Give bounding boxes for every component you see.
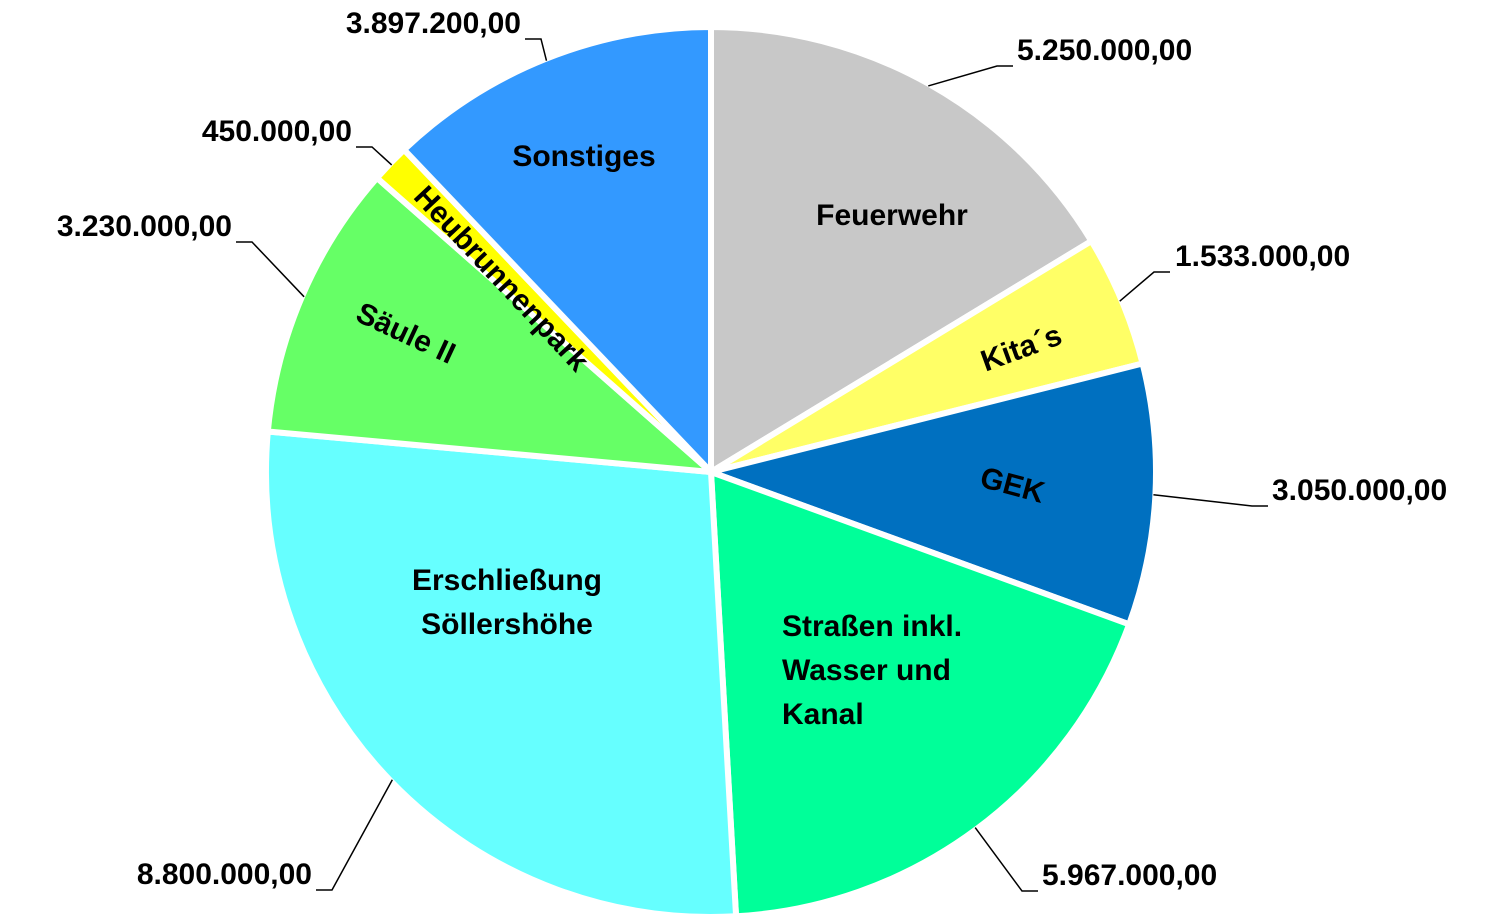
slice-label: Feuerwehr (816, 199, 968, 232)
leader-line (928, 65, 1013, 87)
leader-line (236, 241, 305, 298)
pie-slice (708, 24, 1095, 475)
leader-line (525, 38, 548, 61)
value-label: 1.533.000,00 (1175, 240, 1350, 273)
value-label: 5.250.000,00 (1017, 34, 1192, 67)
pie-slice (264, 174, 714, 475)
slice-label: Sonstiges (512, 140, 655, 173)
value-label: 5.967.000,00 (1042, 859, 1217, 892)
value-label: 3.897.200,00 (346, 7, 521, 40)
leader-line (1119, 271, 1170, 302)
leader-line (974, 827, 1038, 892)
slice-label: Straßen inkl. Wasser und Kanal (782, 610, 962, 731)
value-label: 3.050.000,00 (1272, 474, 1447, 507)
leader-line (356, 146, 393, 166)
value-label: 3.230.000,00 (57, 210, 232, 243)
slice-label: Erschließung Söllershöhe (412, 564, 602, 641)
leader-line (1153, 494, 1268, 507)
leader-line (316, 779, 393, 891)
value-label: 8.800.000,00 (137, 858, 312, 891)
pie-slice (263, 428, 740, 916)
value-label: 450.000,00 (202, 115, 352, 148)
